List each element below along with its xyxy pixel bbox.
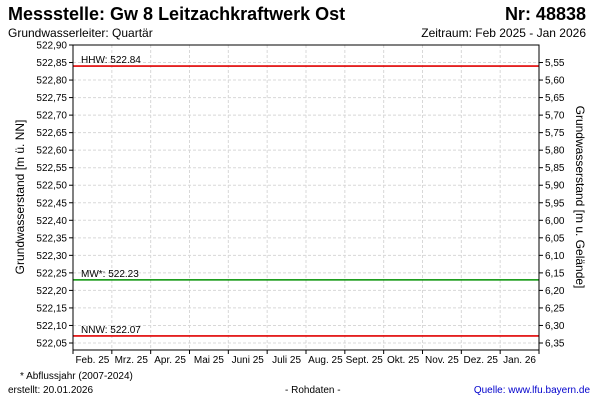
y-right-tick-label: 6,20 — [545, 286, 565, 297]
x-tick-label: Nov. 25 — [425, 355, 459, 366]
x-tick-label: Apr. 25 — [154, 355, 186, 366]
y-tick-label: 522,30 — [36, 251, 67, 262]
x-tick-label: Okt. 25 — [387, 355, 420, 366]
created-date: erstellt: 20.01.2026 — [8, 385, 94, 396]
y-tick-label: 522,55 — [36, 163, 67, 174]
y-tick-label: 522,25 — [36, 268, 67, 279]
reference-line-label: NNW: 522.07 — [81, 325, 141, 336]
y-right-tick-label: 6,25 — [545, 303, 565, 314]
raw-data-label: - Rohdaten - — [285, 385, 341, 396]
y-axis-label-right: Grundwasserstand [m u. Gelände] — [573, 106, 587, 289]
y-right-tick-label: 5,65 — [545, 93, 565, 104]
y-right-tick-label: 5,85 — [545, 163, 565, 174]
y-tick-label: 522,65 — [36, 128, 67, 139]
station-title: Messstelle: Gw 8 Leitzachkraftwerk Ost — [8, 4, 346, 24]
x-tick-label: Jan. 26 — [503, 355, 536, 366]
y-right-tick-label: 5,75 — [545, 128, 565, 139]
y-tick-label: 522,20 — [36, 286, 67, 297]
y-tick-label: 522,40 — [36, 216, 67, 227]
x-tick-label: Juli 25 — [272, 355, 301, 366]
x-tick-label: Mrz. 25 — [115, 355, 149, 366]
x-ticks-layer: Feb. 25 Mrz. 25 Apr. 25 Mai 25 Juni 25 Juli 2… — [72, 350, 540, 366]
y-right-tick-label: 6,35 — [545, 338, 565, 349]
source-link[interactable]: Quelle: www.lfu.bayern.de — [473, 385, 590, 396]
y-tick-label: 522,85 — [36, 58, 67, 69]
y-tick-label: 522,05 — [36, 338, 67, 349]
grid-layer — [73, 44, 539, 350]
period-label: Zeitraum: Feb 2025 - Jan 2026 — [421, 26, 586, 40]
x-tick-label: Dez. 25 — [464, 355, 499, 366]
x-tick-label: Juni 25 — [232, 355, 265, 366]
y-right-tick-label: 5,95 — [545, 198, 565, 209]
y-tick-label: 522,15 — [36, 303, 67, 314]
y-right-tick-label: 5,90 — [545, 181, 565, 192]
y-tick-label: 522,80 — [36, 76, 67, 87]
y-right-tick-label: 6,05 — [545, 233, 565, 244]
y-axis-label-left: Grundwasserstand [m ü. NN] — [13, 120, 27, 275]
aquifer-label: Grundwasserleiter: Quartär — [8, 26, 153, 40]
y-tick-label: 522,45 — [36, 198, 67, 209]
y-tick-label: 522,50 — [36, 181, 67, 192]
station-number: Nr: 48838 — [504, 4, 586, 24]
y-right-tick-label: 5,70 — [545, 111, 565, 122]
y-right-tick-label: 6,00 — [545, 216, 565, 227]
y-right-tick-label: 5,80 — [545, 146, 565, 157]
y-right-tick-label: 5,60 — [545, 76, 565, 87]
reference-lines-layer: HHW: 522.84 MW*: 522.23 NNW: 522.07 — [73, 55, 539, 337]
y-tick-label: 522,10 — [36, 321, 67, 332]
y-ticks-left-layer: 522,90 522,85 522,80 522,75 522,70 522,65 522,… — [36, 41, 73, 349]
x-tick-label: Mai 25 — [194, 355, 224, 366]
y-right-tick-label: 6,15 — [545, 268, 565, 279]
reference-line-label: MW*: 522.23 — [81, 269, 139, 280]
x-tick-label: Sept. 25 — [346, 355, 384, 366]
y-ticks-right-layer: 5,55 5,60 5,65 5,70 5,75 5,80 5,85 5,90 5,95 6,00… — [539, 58, 565, 349]
reference-line-label: HHW: 522.84 — [81, 55, 141, 66]
y-tick-label: 522,35 — [36, 233, 67, 244]
y-tick-label: 522,90 — [36, 41, 67, 52]
x-tick-label: Feb. 25 — [75, 355, 109, 366]
footnote: * Abflussjahr (2007-2024) — [20, 371, 133, 382]
y-right-tick-label: 6,30 — [545, 321, 565, 332]
y-tick-label: 522,75 — [36, 93, 67, 104]
x-tick-label: Aug. 25 — [308, 355, 343, 366]
y-right-tick-label: 6,10 — [545, 251, 565, 262]
y-right-tick-label: 5,55 — [545, 58, 565, 69]
y-tick-label: 522,70 — [36, 111, 67, 122]
y-tick-label: 522,60 — [36, 146, 67, 157]
